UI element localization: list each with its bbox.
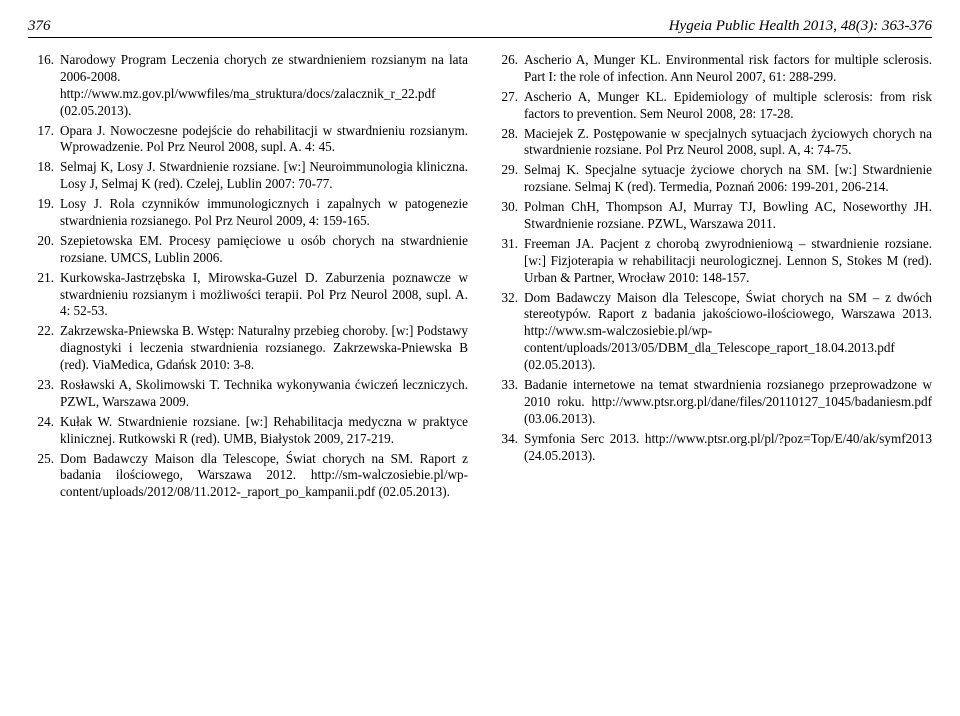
reference-text: Rosławski A, Skolimowski T. Technika wyk…	[60, 377, 468, 411]
reference-number: 24.	[28, 414, 60, 448]
reference-number: 17.	[28, 123, 60, 157]
reference-item: 33.Badanie internetowe na temat stwardni…	[492, 377, 932, 428]
reference-item: 20.Szepietowska EM. Procesy pamięciowe u…	[28, 233, 468, 267]
reference-number: 30.	[492, 199, 524, 233]
reference-item: 31.Freeman JA. Pacjent z chorobą zwyrodn…	[492, 236, 932, 287]
reference-number: 20.	[28, 233, 60, 267]
reference-number: 32.	[492, 290, 524, 374]
reference-text: Freeman JA. Pacjent z chorobą zwyrodnien…	[524, 236, 932, 287]
reference-item: 25.Dom Badawczy Maison dla Telescope, Św…	[28, 451, 468, 502]
page-header: 376 Hygeia Public Health 2013, 48(3): 36…	[28, 18, 932, 38]
reference-item: 18.Selmaj K, Losy J. Stwardnienie rozsia…	[28, 159, 468, 193]
reference-text: Narodowy Program Leczenia chorych ze stw…	[60, 52, 468, 120]
reference-text: Polman ChH, Thompson AJ, Murray TJ, Bowl…	[524, 199, 932, 233]
reference-text: Ascherio A, Munger KL. Epidemiology of m…	[524, 89, 932, 123]
reference-number: 18.	[28, 159, 60, 193]
reference-text: Kułak W. Stwardnienie rozsiane. [w:] Reh…	[60, 414, 468, 448]
reference-item: 17.Opara J. Nowoczesne podejście do reha…	[28, 123, 468, 157]
reference-number: 27.	[492, 89, 524, 123]
reference-item: 27.Ascherio A, Munger KL. Epidemiology o…	[492, 89, 932, 123]
reference-text: Dom Badawczy Maison dla Telescope, Świat…	[60, 451, 468, 502]
reference-number: 28.	[492, 126, 524, 160]
reference-item: 21.Kurkowska-Jastrzębska I, Mirowska-Guz…	[28, 270, 468, 321]
reference-item: 16.Narodowy Program Leczenia chorych ze …	[28, 52, 468, 120]
reference-text: Szepietowska EM. Procesy pamięciowe u os…	[60, 233, 468, 267]
reference-number: 33.	[492, 377, 524, 428]
reference-text: Maciejek Z. Postępowanie w specjalnych s…	[524, 126, 932, 160]
reference-number: 25.	[28, 451, 60, 502]
reference-text: Opara J. Nowoczesne podejście do rehabil…	[60, 123, 468, 157]
references-left-column: 16.Narodowy Program Leczenia chorych ze …	[28, 52, 468, 504]
reference-number: 31.	[492, 236, 524, 287]
reference-item: 32.Dom Badawczy Maison dla Telescope, Św…	[492, 290, 932, 374]
reference-item: 34.Symfonia Serc 2013. http://www.ptsr.o…	[492, 431, 932, 465]
reference-number: 34.	[492, 431, 524, 465]
reference-number: 22.	[28, 323, 60, 374]
journal-citation: Hygeia Public Health 2013, 48(3): 363-37…	[669, 18, 932, 35]
reference-item: 23.Rosławski A, Skolimowski T. Technika …	[28, 377, 468, 411]
reference-item: 26.Ascherio A, Munger KL. Environmental …	[492, 52, 932, 86]
reference-item: 28.Maciejek Z. Postępowanie w specjalnyc…	[492, 126, 932, 160]
reference-item: 22.Zakrzewska-Pniewska B. Wstęp: Natural…	[28, 323, 468, 374]
reference-number: 23.	[28, 377, 60, 411]
reference-item: 29.Selmaj K. Specjalne sytuacje życiowe …	[492, 162, 932, 196]
reference-number: 16.	[28, 52, 60, 120]
reference-text: Losy J. Rola czynników immunologicznych …	[60, 196, 468, 230]
reference-number: 26.	[492, 52, 524, 86]
reference-item: 19.Losy J. Rola czynników immunologiczny…	[28, 196, 468, 230]
reference-text: Kurkowska-Jastrzębska I, Mirowska-Guzel …	[60, 270, 468, 321]
reference-text: Selmaj K, Losy J. Stwardnienie rozsiane.…	[60, 159, 468, 193]
reference-number: 29.	[492, 162, 524, 196]
reference-item: 30.Polman ChH, Thompson AJ, Murray TJ, B…	[492, 199, 932, 233]
reference-text: Dom Badawczy Maison dla Telescope, Świat…	[524, 290, 932, 374]
reference-text: Selmaj K. Specjalne sytuacje życiowe cho…	[524, 162, 932, 196]
reference-text: Ascherio A, Munger KL. Environmental ris…	[524, 52, 932, 86]
reference-item: 24.Kułak W. Stwardnienie rozsiane. [w:] …	[28, 414, 468, 448]
page-number: 376	[28, 18, 51, 35]
references-container: 16.Narodowy Program Leczenia chorych ze …	[28, 52, 932, 504]
reference-text: Zakrzewska-Pniewska B. Wstęp: Naturalny …	[60, 323, 468, 374]
reference-text: Badanie internetowe na temat stwardnieni…	[524, 377, 932, 428]
references-right-column: 26.Ascherio A, Munger KL. Environmental …	[492, 52, 932, 504]
reference-number: 21.	[28, 270, 60, 321]
reference-text: Symfonia Serc 2013. http://www.ptsr.org.…	[524, 431, 932, 465]
reference-number: 19.	[28, 196, 60, 230]
